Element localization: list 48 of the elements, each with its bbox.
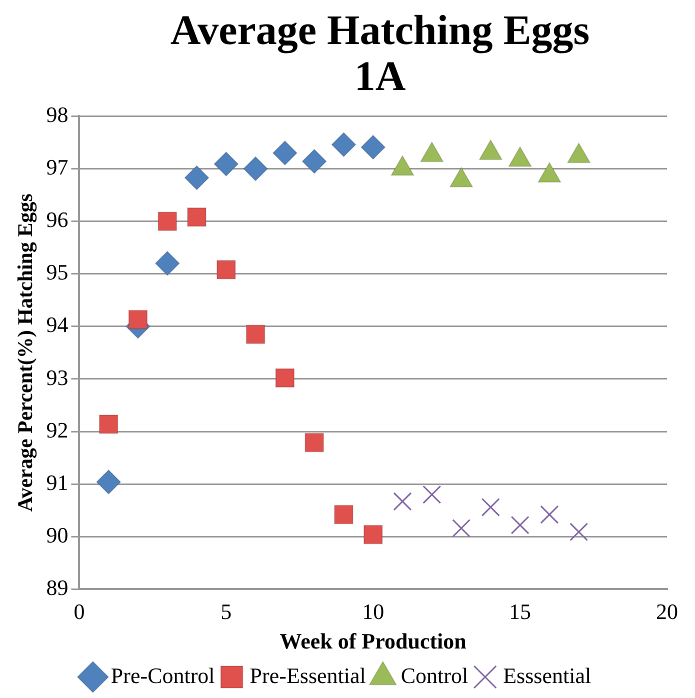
point [216,260,236,280]
y-tick-label: 91 [46,470,68,495]
x-tick-label: 0 [74,599,85,624]
y-tick-label: 94 [46,312,68,338]
x-tick-label: 20 [656,599,678,624]
y-tick-label: 89 [46,574,68,600]
legend-label: Esssential [503,662,592,688]
point [158,212,178,232]
point [275,368,295,388]
point [334,504,354,524]
y-tick-label: 93 [46,364,68,390]
point [304,432,324,452]
point [331,132,356,158]
point [422,485,442,504]
point [393,492,412,511]
x-tick-label: 5 [220,599,232,624]
point [187,207,206,227]
point [481,498,500,516]
point [214,152,239,177]
x-axis-title: Week of Production [280,628,466,654]
legend-label: Pre-Essential [250,662,366,688]
y-tick-label: 96 [46,207,68,232]
point [302,148,327,174]
point [510,516,530,534]
point [96,469,122,494]
point [128,310,148,330]
point [154,250,180,276]
x-tick-label: 10 [362,599,384,624]
point [98,414,118,434]
point [570,522,588,542]
y-tick-label: 98 [46,102,68,127]
legend-label: Pre-Control [110,662,215,688]
x-tick-label: 15 [509,599,532,624]
point [243,156,268,182]
point [360,134,386,160]
legend-label: Control [400,662,468,688]
point [272,140,298,166]
point [540,505,559,524]
y-tick-label: 90 [46,522,68,548]
point [452,519,471,538]
y-tick-label: 95 [46,260,68,285]
y-tick-label: 97 [46,154,68,180]
point [184,165,210,190]
chart-title: Average Hatching Eggs 1A [169,8,591,100]
y-tick-label: 92 [46,417,68,442]
y-axis-title: Average Percent(%) Hatching Eggs [13,194,38,512]
point [246,324,266,344]
point [363,524,383,544]
